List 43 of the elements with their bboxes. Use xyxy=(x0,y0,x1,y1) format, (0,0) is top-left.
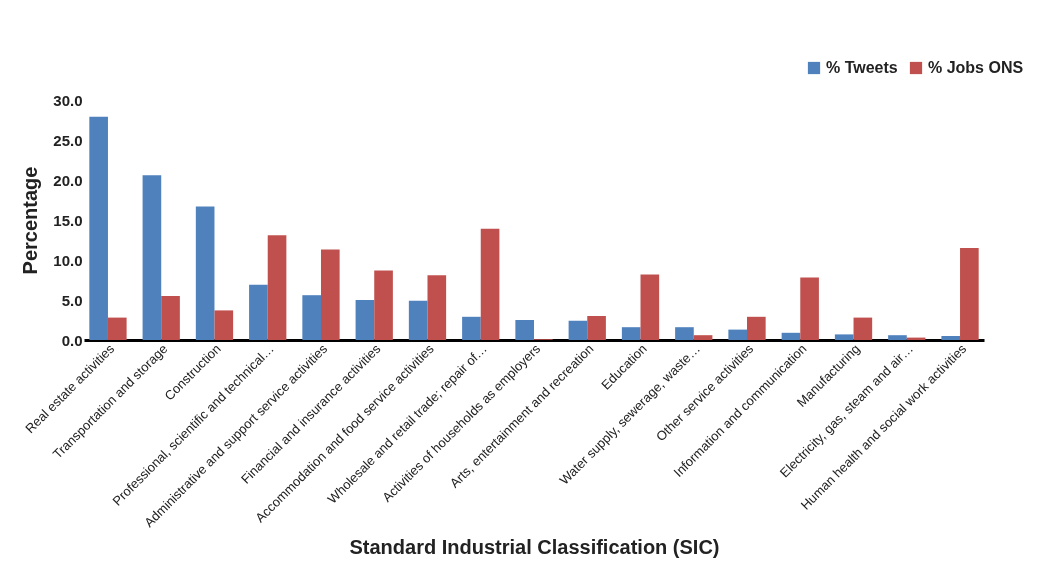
bar xyxy=(693,335,713,340)
y-tick-label: 25.0 xyxy=(53,131,83,149)
bar xyxy=(621,327,641,340)
bar xyxy=(960,248,979,340)
bar xyxy=(675,327,694,340)
y-tick-label: 20.0 xyxy=(53,171,83,189)
bar xyxy=(107,317,127,340)
bar xyxy=(142,175,162,340)
y-tick-label: 0.0 xyxy=(61,331,83,349)
bar xyxy=(515,320,534,340)
x-axis-title: Standard Industrial Classification (SIC) xyxy=(349,536,720,558)
bar xyxy=(941,336,961,340)
bar xyxy=(320,249,340,340)
y-tick-label: 30.0 xyxy=(53,91,83,109)
bar xyxy=(355,300,375,340)
bar xyxy=(480,228,500,340)
bar xyxy=(853,317,873,340)
bar xyxy=(747,316,766,340)
y-axis-title: Percentage xyxy=(19,166,42,275)
bar xyxy=(728,329,748,340)
bar xyxy=(195,206,215,340)
y-tick-label: 15.0 xyxy=(53,211,83,229)
y-tick-label: 5.0 xyxy=(61,291,83,309)
bar xyxy=(374,270,393,340)
bar xyxy=(888,335,907,340)
bar xyxy=(89,116,108,340)
bar xyxy=(249,284,268,340)
bar xyxy=(800,277,819,340)
bar xyxy=(302,295,321,340)
legend-label: % Jobs ONS xyxy=(928,59,1024,76)
bar xyxy=(427,275,447,340)
bar xyxy=(834,334,854,340)
bar xyxy=(587,316,606,340)
bar xyxy=(267,235,287,340)
bar xyxy=(161,296,180,340)
legend-label: % Tweets xyxy=(826,59,898,76)
bar xyxy=(781,332,801,340)
bar xyxy=(568,320,588,340)
bar xyxy=(408,300,428,340)
bar xyxy=(462,316,481,340)
bar xyxy=(640,274,660,340)
bar xyxy=(214,310,234,340)
y-tick-label: 10.0 xyxy=(53,251,83,269)
